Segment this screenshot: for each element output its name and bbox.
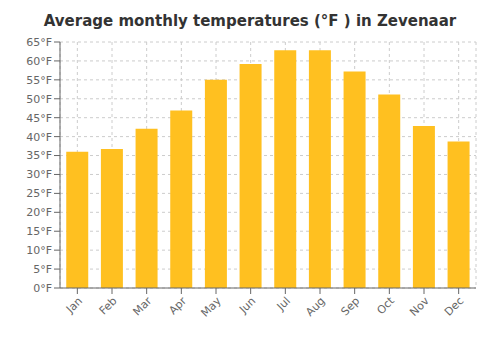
svg-text:Jun: Jun	[236, 294, 258, 316]
svg-text:0°F: 0°F	[33, 282, 52, 295]
svg-text:Nov: Nov	[407, 294, 432, 319]
svg-text:May: May	[198, 294, 224, 320]
svg-text:5°F: 5°F	[33, 263, 52, 276]
svg-text:65°F: 65°F	[26, 36, 52, 49]
svg-text:45°F: 45°F	[26, 112, 52, 125]
svg-text:55°F: 55°F	[26, 74, 52, 87]
html-text:Average monthly temperatures (: Average monthly temperatures (°F ) in Ze…	[43, 12, 457, 30]
svg-text:Apr: Apr	[166, 294, 189, 317]
svg-text:Jul: Jul	[274, 294, 293, 313]
svg-text:50°F: 50°F	[26, 93, 52, 106]
svg-text:Feb: Feb	[97, 294, 120, 317]
svg-text:60°F: 60°F	[26, 55, 52, 68]
svg-text:35°F: 35°F	[26, 149, 52, 162]
svg-text:Oct: Oct	[374, 294, 397, 317]
svg-text:Mar: Mar	[130, 294, 154, 318]
svg-text:Jan: Jan	[63, 294, 85, 316]
svg-text:Sep: Sep	[338, 294, 362, 318]
svg-text:25°F: 25°F	[26, 187, 52, 200]
svg-text:Dec: Dec	[442, 294, 466, 318]
svg-text:20°F: 20°F	[26, 206, 52, 219]
svg-text:15°F: 15°F	[26, 225, 52, 238]
svg-text:40°F: 40°F	[26, 131, 52, 144]
svg-text:Aug: Aug	[303, 294, 327, 318]
svg-text:30°F: 30°F	[26, 168, 52, 181]
svg-text:10°F: 10°F	[26, 244, 52, 257]
